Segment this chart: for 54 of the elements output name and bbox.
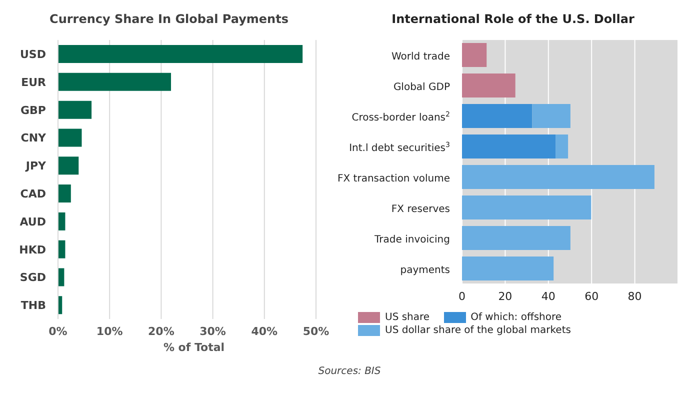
bar (462, 226, 570, 250)
x-tick-label: 40% (251, 324, 278, 338)
legend-label: US share (385, 312, 430, 323)
x-tick-label: 80 (628, 290, 642, 303)
bar (556, 134, 568, 159)
bar (58, 212, 66, 230)
x-tick-label: 50% (302, 324, 330, 338)
x-axis-title: % of Total (162, 341, 226, 354)
y-tick-label: FX reserves (391, 204, 450, 215)
legend-label: Of which: offshore (470, 312, 562, 323)
source-note: Sources: BIS (317, 366, 382, 377)
y-tick-label: EUR (21, 76, 47, 89)
y-tick-label: CAD (20, 187, 46, 200)
bar (462, 165, 654, 190)
bar (58, 128, 82, 147)
x-tick-label: 40 (541, 290, 556, 303)
y-tick-label: HKD (19, 243, 46, 256)
bar (58, 240, 66, 258)
x-tick-label: 0% (48, 324, 68, 338)
x-tick-label: 20 (498, 290, 512, 303)
y-tick-label: Trade invoicing (374, 234, 450, 246)
y-tick-label: AUD (20, 215, 46, 228)
bar (462, 74, 516, 98)
x-tick-label: 30% (200, 324, 226, 338)
bar (462, 196, 592, 220)
bar (462, 134, 556, 159)
y-tick-label: Global GDP (393, 82, 450, 93)
y-tick-label: World trade (392, 51, 450, 62)
x-tick-label: 0 (458, 290, 466, 303)
legend-label: US dollar share of the global markets (385, 325, 571, 336)
chart-title: International Role of the U.S. Dollar (390, 12, 636, 28)
x-tick-label: 60 (584, 290, 599, 303)
chart-title: Currency Share In Global Payments (48, 12, 290, 28)
bar (58, 184, 71, 203)
y-tick-label: Cross-border loans$^{2}$ (352, 110, 450, 124)
bar (58, 100, 92, 119)
bar (462, 104, 532, 128)
y-tick-label: THB (20, 299, 46, 312)
bar (462, 256, 554, 281)
y-tick-label: CNY (20, 132, 48, 145)
bar (58, 72, 172, 91)
y-tick-label: GBP (20, 104, 46, 117)
bar (58, 45, 303, 64)
bar (532, 104, 570, 128)
y-tick-label: JPY (24, 160, 48, 173)
y-tick-label: SGD (20, 271, 46, 284)
y-tick-label: FX transaction volume (338, 173, 450, 184)
bar (58, 156, 79, 175)
bar (462, 43, 487, 68)
y-tick-label: Int.l debt securities$^{3}$ (349, 140, 450, 154)
y-tick-label: payments (400, 264, 450, 276)
x-tick-label: 10% (96, 324, 123, 338)
x-tick-label: 20% (148, 324, 174, 338)
y-tick-label: USD (20, 48, 46, 61)
